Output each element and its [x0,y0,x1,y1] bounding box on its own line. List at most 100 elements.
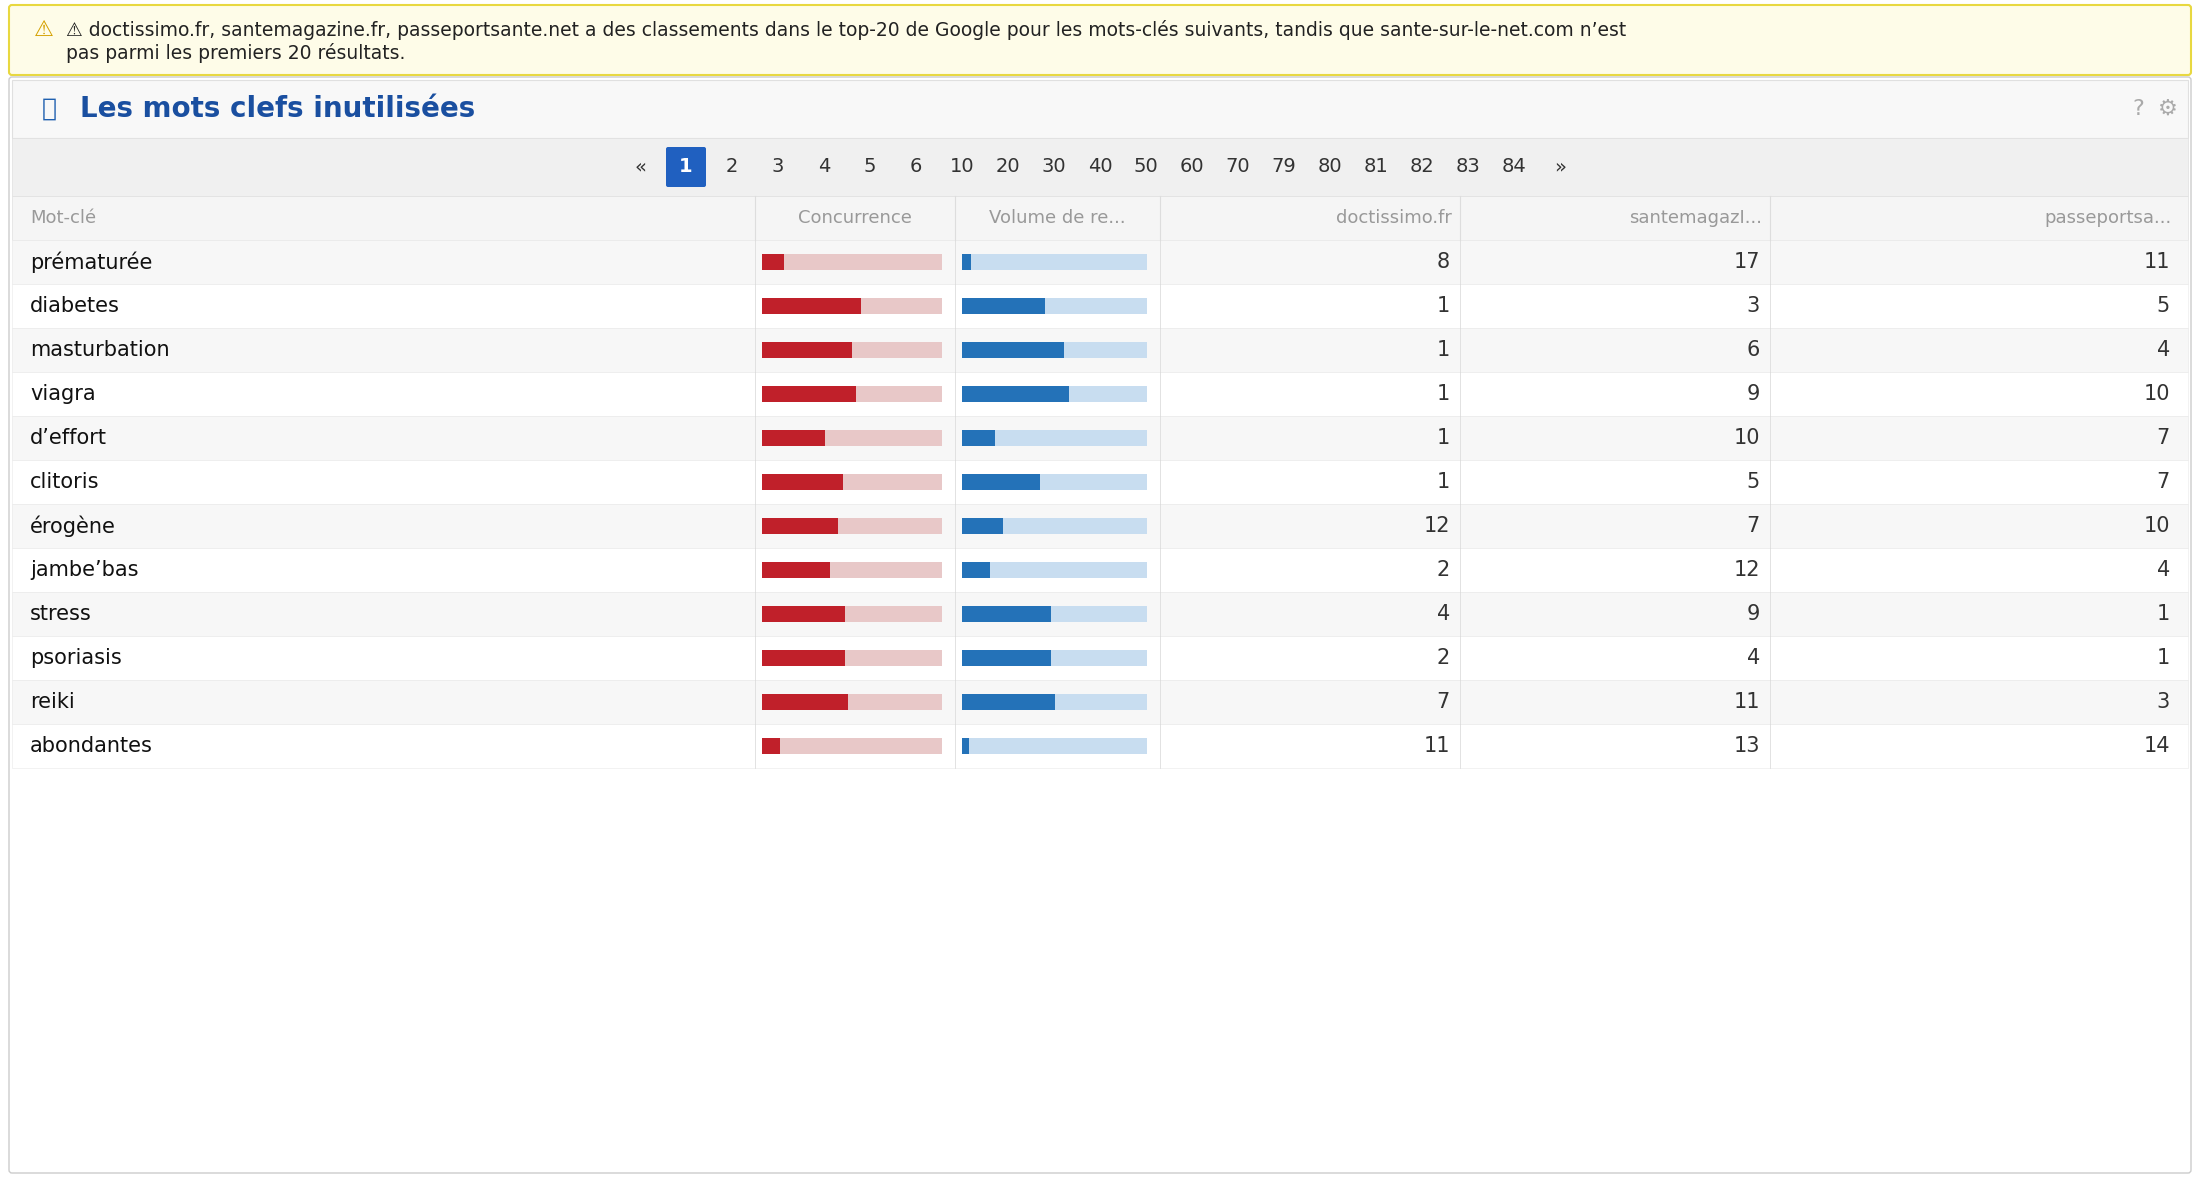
Text: 4: 4 [1747,648,1760,668]
Text: 2: 2 [1437,560,1450,580]
Bar [761,562,942,578]
Text: 60: 60 [1179,157,1203,176]
Text: diabetes: diabetes [31,296,119,316]
Text: 10: 10 [2143,384,2169,404]
Bar [961,738,1146,754]
Text: 13: 13 [1734,736,1760,756]
Bar [11,372,2189,416]
Bar [761,342,851,358]
Bar [961,694,1054,710]
Text: santemagazI...: santemagazI... [1628,209,1762,227]
Bar [961,298,1045,314]
Bar [761,738,781,754]
Text: 40: 40 [1087,157,1113,176]
Text: 7: 7 [2156,428,2169,448]
Bar [11,592,2189,636]
Bar [11,636,2189,680]
Text: 9: 9 [1747,384,1760,404]
Bar [961,254,1146,270]
Bar [961,386,1146,402]
Text: Les mots clefs inutilisées: Les mots clefs inutilisées [79,95,475,122]
Text: abondantes: abondantes [31,736,152,756]
Text: prématurée: prématurée [31,251,152,272]
Bar [761,694,942,710]
Text: 5: 5 [2156,296,2169,316]
Bar [761,430,825,446]
Text: 5: 5 [865,157,876,176]
Text: pas parmi les premiers 20 résultats.: pas parmi les premiers 20 résultats. [66,43,405,62]
Bar [961,562,1146,578]
Text: 1: 1 [2156,604,2169,624]
Bar [761,738,942,754]
Text: 84: 84 [1503,157,1527,176]
Bar [11,328,2189,372]
Bar [761,254,942,270]
Text: 4: 4 [2156,560,2169,580]
Text: ⚠ doctissimo.fr, santemagazine.fr, passeportsante.net a des classements dans le : ⚠ doctissimo.fr, santemagazine.fr, passe… [66,20,1626,40]
Text: 80: 80 [1318,157,1342,176]
Text: 17: 17 [1734,252,1760,272]
Text: érogène: érogène [31,515,117,536]
Text: 6: 6 [1747,340,1760,360]
Bar [11,284,2189,328]
Bar [961,562,990,578]
Bar [11,680,2189,724]
Text: 10: 10 [1734,428,1760,448]
Text: 10: 10 [2143,516,2169,536]
Text: 82: 82 [1410,157,1434,176]
Bar [761,518,942,534]
Bar [11,138,2189,196]
Bar [961,298,1146,314]
Bar [961,738,970,754]
Bar [961,254,970,270]
Bar [761,562,829,578]
Text: 3: 3 [2156,692,2169,712]
Bar [961,342,1146,358]
Text: 6: 6 [911,157,922,176]
Text: 12: 12 [1423,516,1450,536]
Bar [961,430,1146,446]
Bar [11,196,2189,240]
Text: «: « [634,157,647,176]
Text: 70: 70 [1225,157,1250,176]
Bar [761,650,942,666]
Text: 3: 3 [772,157,783,176]
Bar [761,606,942,622]
Text: 7: 7 [1437,692,1450,712]
Text: 7: 7 [2156,472,2169,492]
Text: clitoris: clitoris [31,472,99,492]
Text: 1: 1 [1437,296,1450,316]
Text: stress: stress [31,604,92,624]
Bar [761,298,860,314]
Text: psoriasis: psoriasis [31,648,121,668]
Text: ⚙: ⚙ [2158,98,2178,119]
Bar [761,606,845,622]
Bar [961,474,1146,490]
Bar [961,518,1146,534]
Text: viagra: viagra [31,384,95,404]
Bar [11,504,2189,548]
Text: Concurrence: Concurrence [799,209,913,227]
FancyBboxPatch shape [9,5,2191,74]
Text: 1: 1 [1437,428,1450,448]
Text: doctissimo.fr: doctissimo.fr [1335,209,1452,227]
Bar [11,416,2189,460]
Text: ⚠: ⚠ [33,20,55,40]
Bar [11,548,2189,592]
Text: 81: 81 [1364,157,1388,176]
Text: 11: 11 [1734,692,1760,712]
Text: 7: 7 [1747,516,1760,536]
FancyBboxPatch shape [667,146,706,187]
Bar [761,518,838,534]
Text: 8: 8 [1437,252,1450,272]
Text: passeportsa...: passeportsa... [2044,209,2171,227]
Bar [11,724,2189,768]
Text: 1: 1 [1437,340,1450,360]
Text: 2: 2 [1437,648,1450,668]
Text: 🔑: 🔑 [42,97,57,121]
Text: d’effort: d’effort [31,428,108,448]
Bar [761,342,942,358]
Bar [761,298,942,314]
Text: 11: 11 [1423,736,1450,756]
Text: ?: ? [2132,98,2143,119]
